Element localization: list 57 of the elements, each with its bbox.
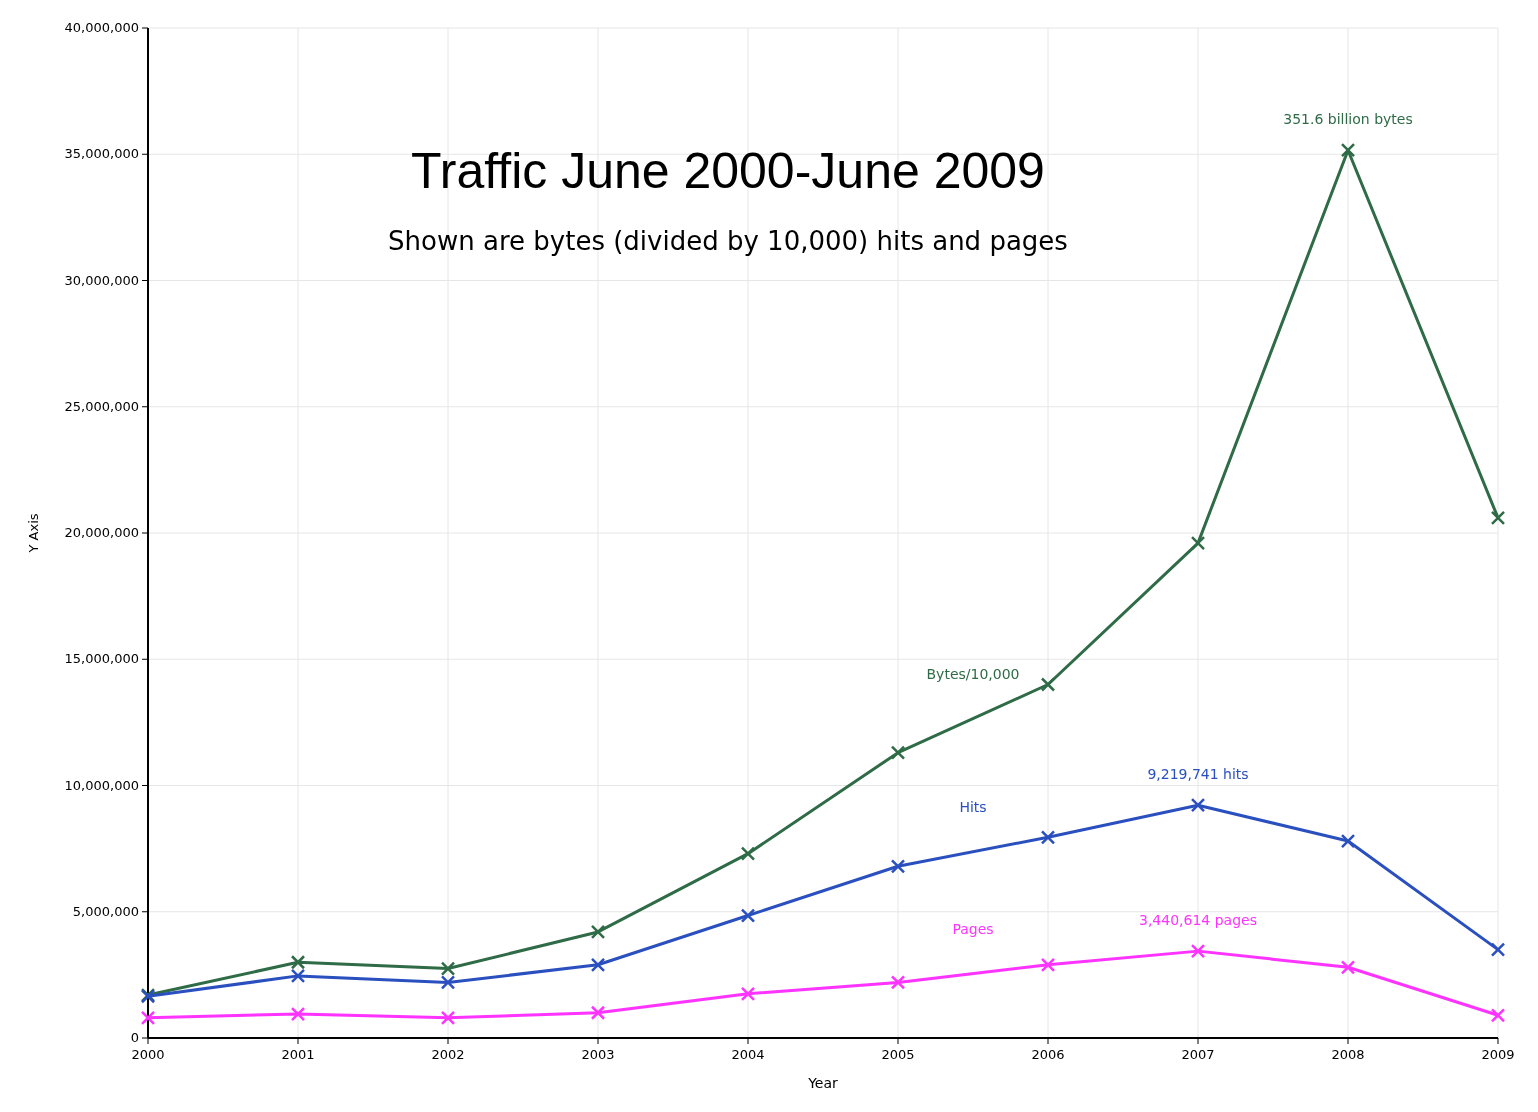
point — [290, 1006, 306, 1022]
annotation: 9,219,741 hits — [1147, 766, 1249, 783]
point — [140, 1010, 156, 1026]
x-tick-label: 2001 — [281, 1047, 315, 1062]
point — [740, 908, 756, 923]
point — [1490, 942, 1506, 957]
point — [440, 961, 456, 976]
x-tick-label: 2005 — [881, 1047, 915, 1062]
y-tick-label: 15,000,000 — [64, 651, 139, 667]
text: Hits — [959, 798, 987, 815]
point — [1340, 142, 1356, 158]
point — [1190, 943, 1206, 959]
point — [590, 957, 606, 973]
point — [1340, 833, 1356, 849]
point — [1490, 1008, 1506, 1023]
point — [890, 745, 906, 760]
point — [1190, 797, 1206, 813]
series-label: Bytes/10,000 — [926, 665, 1020, 682]
y-tick-label: 35,000,000 — [64, 146, 139, 162]
point — [1190, 535, 1206, 551]
y-tick-label: 30,000,000 — [64, 272, 139, 288]
point — [590, 1005, 606, 1020]
point — [1040, 677, 1056, 692]
point — [1040, 830, 1056, 845]
text: Pages — [952, 920, 994, 937]
y-tick-label: 10,000,000 — [64, 777, 139, 793]
y-tick-label: 40,000,000 — [64, 20, 139, 35]
y-tick-label: 5,000,000 — [72, 903, 139, 919]
x-tick-label: 2006 — [1031, 1047, 1065, 1062]
point — [740, 986, 756, 1002]
point — [1490, 510, 1506, 526]
y-tick-label: 25,000,000 — [64, 398, 139, 414]
point — [290, 955, 306, 970]
x-tick-label: 2003 — [581, 1047, 615, 1062]
text: Shown are bytes (divided by 10,000) hits and pages — [388, 226, 1068, 256]
point — [1340, 960, 1356, 975]
point — [740, 846, 756, 861]
x-tick-label: 2007 — [1181, 1047, 1215, 1062]
point — [440, 975, 456, 990]
text: Traffic June 2000-June 2009 — [411, 143, 1045, 199]
point — [440, 1010, 456, 1026]
point — [590, 924, 606, 940]
y-tick-label: 20,000,000 — [64, 525, 139, 540]
point — [890, 859, 906, 874]
point — [890, 975, 906, 990]
y-tick-label: 0 — [130, 1030, 139, 1045]
annotation: 3,440,614 pages — [1139, 912, 1257, 929]
y-axis-title: Y Axis — [26, 513, 41, 554]
annotation: 351.6 billion bytes — [1283, 111, 1413, 128]
point — [1040, 957, 1056, 973]
x-tick-label: 2000 — [131, 1047, 165, 1062]
x-tick-label: 2002 — [431, 1047, 465, 1062]
x-tick-label: 2008 — [1331, 1047, 1365, 1062]
x-axis-title: Year — [807, 1075, 839, 1091]
point — [290, 968, 306, 984]
x-tick-label: 2004 — [731, 1047, 765, 1062]
x-tick-label: 2009 — [1481, 1047, 1515, 1062]
